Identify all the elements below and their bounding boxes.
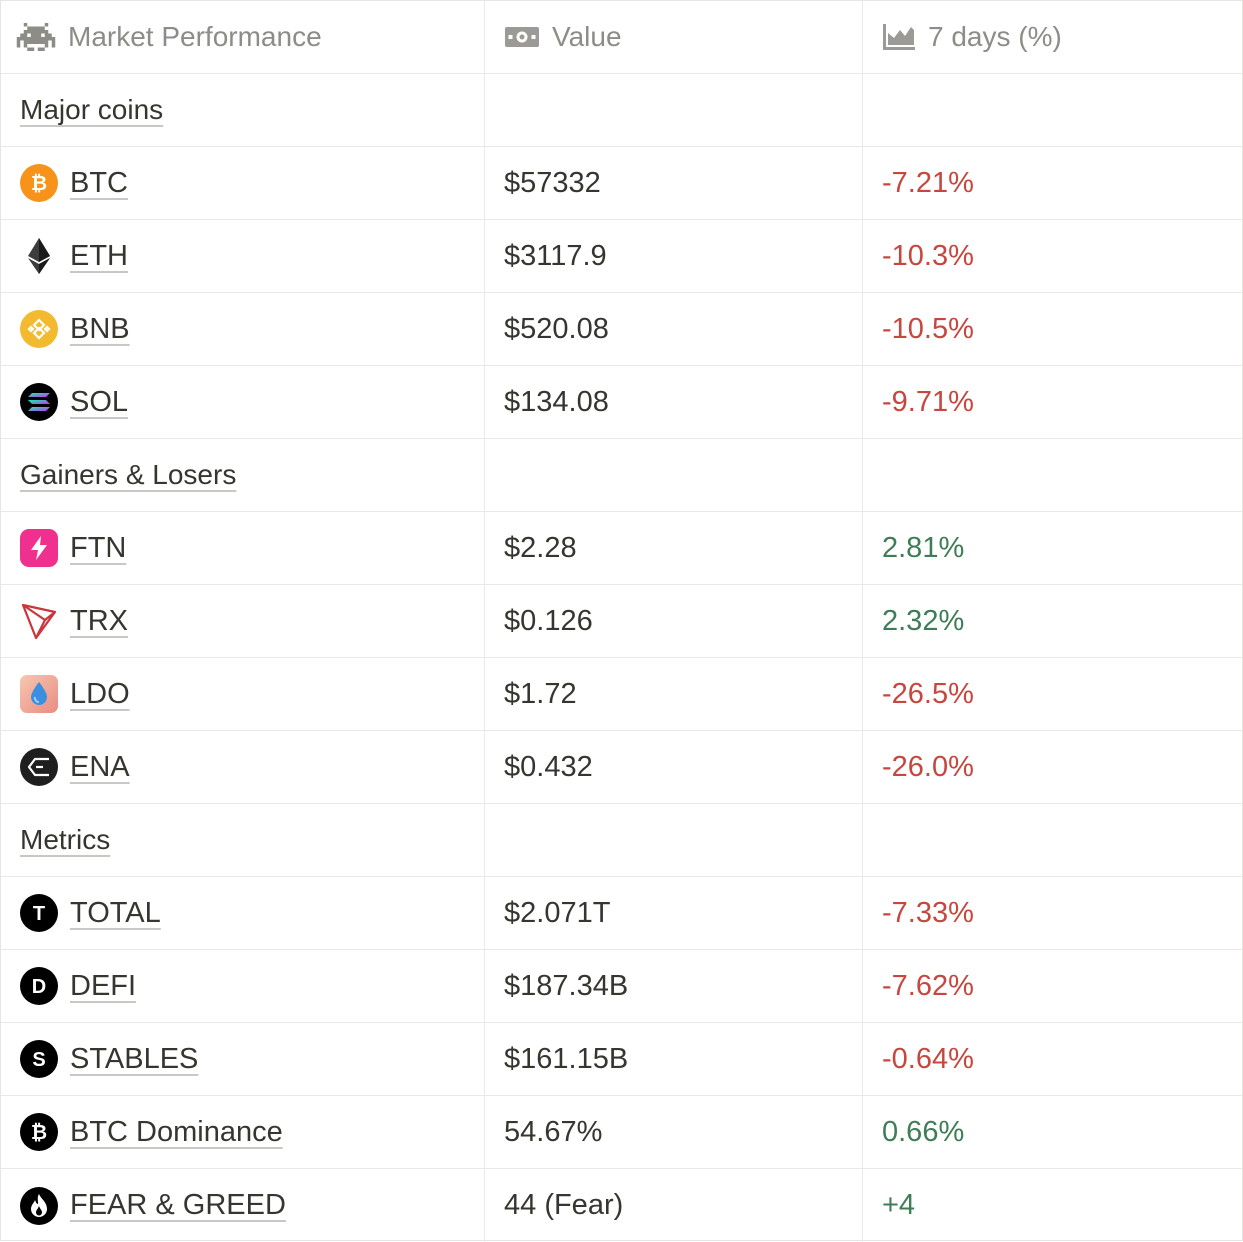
coin-value: $2.071T [504, 896, 611, 929]
svg-text:₿: ₿ [31, 173, 47, 195]
coin-value: $3117.9 [504, 239, 607, 272]
change-value: -10.3% [882, 239, 974, 272]
change-value: -7.33% [882, 896, 974, 929]
table-row: D DEFI $187.34B -7.62% [1, 950, 1242, 1023]
coin-name[interactable]: BTC [70, 166, 128, 199]
table-row: BNB $520.08 -10.5% [1, 293, 1242, 366]
empty-cell[interactable] [863, 74, 1242, 146]
empty-cell[interactable] [485, 804, 863, 876]
change-value: +4 [882, 1189, 916, 1221]
coin-name[interactable]: LDO [70, 677, 130, 710]
coin-value: $57332 [504, 166, 601, 199]
coin-value: $1.72 [504, 677, 577, 710]
table-row: FTN $2.28 2.81% [1, 512, 1242, 585]
section-title[interactable]: Gainers & Losers [20, 459, 237, 490]
table-row: TRX $0.126 2.32% [1, 585, 1242, 658]
coin-name[interactable]: BTC Dominance [70, 1115, 283, 1148]
lightning-icon [20, 529, 58, 567]
header-value[interactable]: Value [485, 1, 863, 73]
coin-name[interactable]: ETH [70, 239, 128, 272]
empty-cell[interactable] [863, 804, 1242, 876]
change-value: -26.0% [882, 750, 974, 783]
section-title[interactable]: Major coins [20, 94, 164, 125]
coin-name[interactable]: FTN [70, 531, 127, 564]
tron-icon [20, 602, 58, 640]
coin-value: 44 (Fear) [504, 1189, 624, 1221]
area-chart-icon [882, 22, 916, 52]
header-label: Value [552, 21, 622, 52]
svg-text:₿: ₿ [31, 1122, 47, 1144]
coin-name[interactable]: BNB [70, 312, 130, 345]
change-value: -26.5% [882, 677, 974, 710]
table-row: FEAR & GREED 44 (Fear) +4 [1, 1169, 1242, 1242]
svg-text:D: D [32, 976, 46, 997]
section-row-metrics: Metrics [1, 804, 1242, 877]
table-row: LDO $1.72 -26.5% [1, 658, 1242, 731]
header-7-days[interactable]: 7 days (%) [863, 1, 1242, 73]
section-row-major-coins: Major coins [1, 74, 1242, 147]
solana-icon [20, 383, 58, 421]
table-row: S STABLES $161.15B -0.64% [1, 1023, 1242, 1096]
coin-value: $161.15B [504, 1042, 629, 1075]
coin-value: 54.67% [504, 1115, 603, 1148]
letter-d-icon: D [20, 967, 58, 1005]
ethena-icon [20, 748, 58, 786]
header-label: 7 days (%) [928, 21, 1062, 52]
coin-name[interactable]: ENA [70, 750, 130, 783]
change-value: -7.21% [882, 166, 974, 199]
bnb-icon [20, 310, 58, 348]
bitcoin-icon: ₿ [20, 164, 58, 202]
coin-name[interactable]: TOTAL [70, 896, 161, 929]
coin-value: $2.28 [504, 531, 577, 564]
ethereum-icon [20, 237, 58, 275]
space-invader-icon [16, 23, 56, 51]
header-label: Market Performance [68, 21, 322, 52]
water-drop-icon [20, 675, 58, 713]
table-row: SOL $134.08 -9.71% [1, 366, 1242, 439]
coin-name[interactable]: FEAR & GREED [70, 1189, 286, 1221]
section-row-gainers-losers: Gainers & Losers [1, 439, 1242, 512]
table-row: T TOTAL $2.071T -7.33% [1, 877, 1242, 950]
coin-name[interactable]: SOL [70, 385, 129, 418]
change-value: -10.5% [882, 312, 974, 345]
empty-cell[interactable] [485, 439, 863, 511]
section-title[interactable]: Metrics [20, 824, 111, 855]
change-value: 2.81% [882, 531, 965, 564]
table-row: ENA $0.432 -26.0% [1, 731, 1242, 804]
coin-value: $0.432 [504, 750, 593, 783]
change-value: -7.62% [882, 969, 974, 1002]
change-value: -0.64% [882, 1042, 974, 1075]
coin-value: $520.08 [504, 312, 609, 345]
svg-text:T: T [33, 903, 45, 924]
svg-text:S: S [32, 1049, 45, 1070]
coin-name[interactable]: STABLES [70, 1042, 199, 1075]
coin-name[interactable]: DEFI [70, 969, 137, 1002]
change-value: 2.32% [882, 604, 965, 637]
letter-s-icon: S [20, 1040, 58, 1078]
letter-t-icon: T [20, 894, 58, 932]
table-header: Market Performance Value 7 days (%) [1, 1, 1242, 74]
change-value: 0.66% [882, 1115, 965, 1148]
flame-icon [20, 1186, 58, 1225]
header-market-performance[interactable]: Market Performance [1, 1, 485, 73]
table-row: ₿ BTC Dominance 54.67% 0.66% [1, 1096, 1242, 1169]
coin-value: $187.34B [504, 969, 629, 1002]
table-row: ₿ BTC $57332 -7.21% [1, 147, 1242, 220]
coin-name[interactable]: TRX [70, 604, 128, 637]
bitcoin-icon: ₿ [20, 1113, 58, 1151]
table-row: ETH $3117.9 -10.3% [1, 220, 1242, 293]
change-value: -9.71% [882, 385, 974, 418]
empty-cell[interactable] [485, 74, 863, 146]
coin-value: $0.126 [504, 604, 593, 637]
empty-cell[interactable] [863, 439, 1242, 511]
money-icon [504, 25, 540, 49]
coin-value: $134.08 [504, 385, 609, 418]
